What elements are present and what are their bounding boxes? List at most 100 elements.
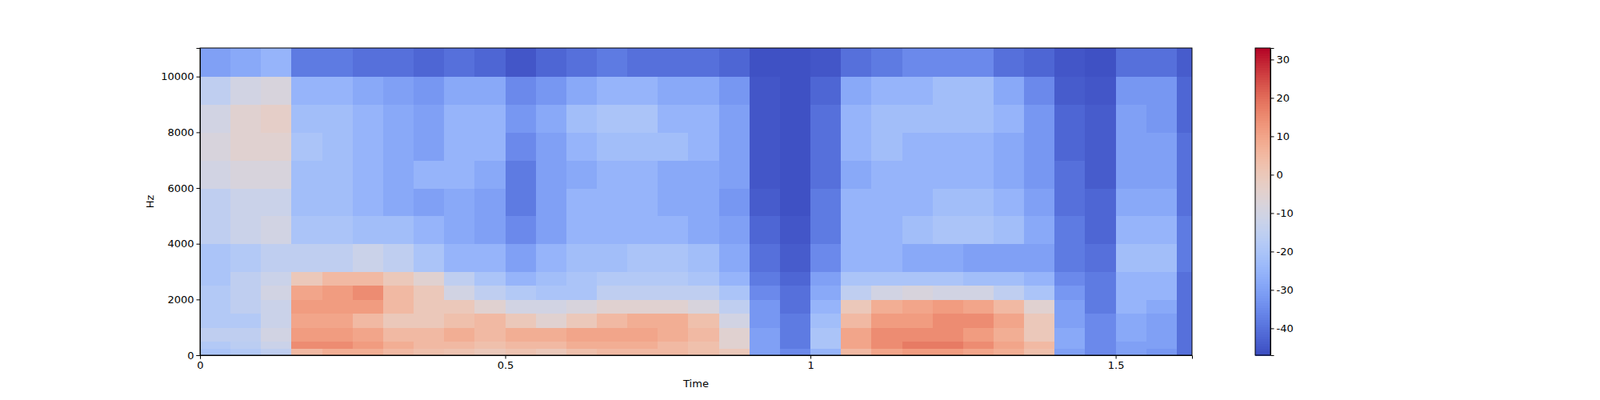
cell [871, 285, 903, 300]
cell [444, 341, 476, 349]
cell [871, 104, 903, 133]
cell [1146, 272, 1178, 287]
cell [536, 76, 568, 105]
tick-label: 0 [187, 349, 194, 362]
cell [902, 76, 934, 105]
cell [840, 272, 872, 287]
tick-mark [1270, 59, 1275, 60]
cell [871, 48, 903, 77]
cell [719, 285, 751, 300]
cell [596, 244, 628, 272]
cell [932, 76, 964, 105]
tick-mark [196, 244, 201, 245]
cell [810, 341, 842, 349]
cell [474, 299, 506, 314]
cell [444, 48, 476, 77]
cell [719, 104, 751, 133]
cell [1024, 160, 1056, 188]
cell [444, 132, 476, 160]
cell [871, 313, 903, 328]
cell [536, 104, 568, 133]
cell [1116, 76, 1148, 105]
cell [871, 244, 903, 272]
cell [322, 132, 354, 160]
cell [536, 285, 568, 300]
cell [260, 244, 292, 272]
cell [474, 313, 506, 328]
cell [352, 299, 384, 314]
cell [596, 299, 628, 314]
cell [932, 244, 964, 272]
cell [200, 348, 232, 356]
cell [596, 76, 628, 105]
cell [322, 104, 354, 133]
cell [322, 348, 354, 356]
cell [749, 160, 781, 188]
cell [536, 299, 568, 314]
cell [1054, 76, 1086, 105]
cell [719, 348, 751, 356]
cell [1176, 272, 1192, 287]
cell [749, 76, 781, 105]
cell [993, 188, 1025, 216]
cell [840, 104, 872, 133]
cell [657, 272, 689, 287]
cell [963, 244, 995, 272]
cell [871, 272, 903, 287]
cell [596, 160, 628, 188]
tick: 8000 [167, 126, 200, 139]
cell [260, 285, 292, 300]
cell [200, 272, 232, 287]
cell [1116, 48, 1148, 77]
cell [200, 341, 232, 349]
cell [902, 348, 934, 356]
tick-mark [1270, 97, 1275, 99]
cell [260, 160, 292, 188]
cell [230, 327, 262, 342]
cell [383, 313, 415, 328]
cell [1116, 244, 1148, 272]
cell [1146, 216, 1178, 244]
cell [1116, 272, 1148, 287]
cell [1146, 244, 1178, 272]
axis-line [1271, 48, 1275, 356]
cell [474, 48, 506, 77]
cell [780, 272, 812, 287]
cell [688, 299, 720, 314]
cell [383, 104, 415, 133]
cell [322, 48, 354, 77]
cell [413, 76, 445, 105]
cell [474, 132, 506, 160]
tick: 0 [1270, 168, 1284, 181]
cell [566, 244, 598, 272]
cell [688, 104, 720, 133]
cell [230, 244, 262, 272]
cell [902, 341, 934, 349]
cell [1084, 327, 1116, 342]
cell [474, 188, 506, 216]
cell [902, 160, 934, 188]
cell [993, 48, 1025, 77]
cell [352, 132, 384, 160]
cell [291, 188, 323, 216]
colorbar [1255, 48, 1271, 356]
cell [840, 160, 872, 188]
cell [1054, 244, 1086, 272]
cell [200, 76, 232, 105]
cell [291, 104, 323, 133]
cell [505, 188, 537, 216]
cell [871, 132, 903, 160]
cell [780, 48, 812, 77]
cell [840, 76, 872, 105]
cell [322, 216, 354, 244]
cell [1146, 48, 1178, 77]
cell [840, 299, 872, 314]
cell [1024, 348, 1056, 356]
cell [291, 132, 323, 160]
cell [200, 285, 232, 300]
cell [780, 341, 812, 349]
cell [963, 285, 995, 300]
cell [322, 341, 354, 349]
cell [505, 327, 537, 342]
cell [536, 160, 568, 188]
